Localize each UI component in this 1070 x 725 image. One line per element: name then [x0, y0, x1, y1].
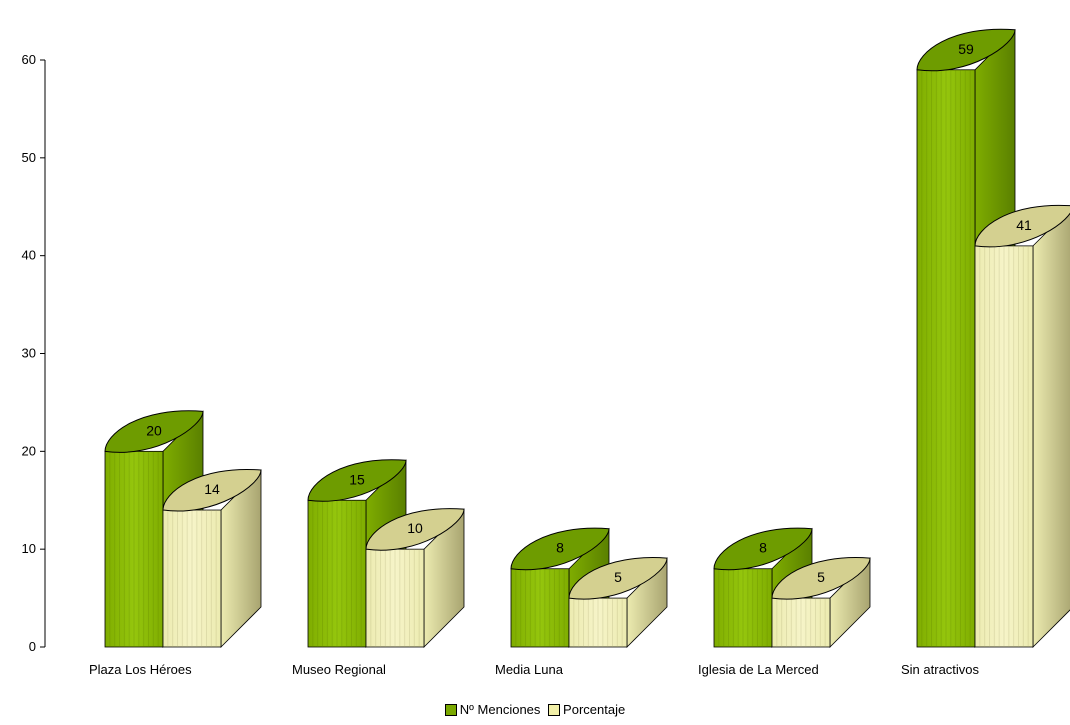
- legend: Nº Menciones Porcentaje: [0, 702, 1070, 719]
- data-label: 5: [817, 569, 825, 585]
- data-label: 15: [349, 471, 365, 487]
- legend-swatch-menciones: [444, 703, 457, 716]
- bar-top: [307, 459, 407, 502]
- bar-front: [916, 69, 976, 648]
- legend-item-porcentaje: Porcentaje: [548, 702, 625, 717]
- bar-side: [1032, 208, 1070, 648]
- bar-top: [916, 28, 1016, 72]
- data-label: 59: [958, 41, 974, 57]
- bar-top: [104, 410, 204, 453]
- y-tick-label: 30: [22, 346, 36, 361]
- data-label: 41: [1016, 217, 1032, 233]
- bar-porcentaje-1: [365, 508, 465, 648]
- legend-label-menciones: Nº Menciones: [459, 702, 541, 717]
- bar-top: [771, 557, 871, 600]
- bar-porcentaje-3: [771, 557, 871, 648]
- bar-front: [713, 568, 773, 648]
- bar-top: [365, 508, 465, 551]
- bar-front: [771, 597, 831, 648]
- category-label: Iglesia de La Merced: [698, 662, 819, 677]
- data-label: 8: [556, 540, 564, 556]
- legend-item-menciones: Nº Menciones: [444, 702, 541, 717]
- bars: [104, 28, 1070, 648]
- y-tick-label: 10: [22, 541, 36, 556]
- bar-top: [974, 204, 1070, 248]
- bar-front: [365, 548, 425, 648]
- bar-front: [104, 450, 164, 648]
- bar-front: [307, 499, 367, 648]
- bar-top: [713, 527, 813, 571]
- chart: 0 10 20 30 40 50 60 Plaza Los Héroes Museo Regio…: [22, 28, 1070, 677]
- data-label: 14: [204, 481, 220, 497]
- y-tick-label: 0: [29, 639, 36, 654]
- bar-front: [162, 509, 222, 648]
- data-label: 10: [407, 520, 423, 536]
- bar-porcentaje-2: [568, 557, 668, 648]
- bar-top: [162, 468, 262, 512]
- bar-top: [568, 557, 668, 600]
- data-label: 20: [146, 422, 162, 438]
- bar-front: [974, 245, 1034, 648]
- y-axis: 0 10 20 30 40 50 60 Plaza Los Héroes Museo Regio…: [22, 52, 980, 677]
- category-label: Museo Regional: [292, 662, 386, 677]
- y-tick-label: 60: [22, 52, 36, 67]
- y-tick-label: 20: [22, 443, 36, 458]
- legend-label-porcentaje: Porcentaje: [563, 702, 626, 717]
- bar-porcentaje-4: [974, 204, 1070, 648]
- category-label: Media Luna: [495, 662, 564, 677]
- bar-front: [510, 568, 570, 648]
- bar-front: [568, 597, 628, 648]
- data-label: 8: [759, 540, 767, 556]
- bar-porcentaje-0: [162, 468, 262, 648]
- legend-swatch-porcentaje: [548, 703, 561, 716]
- y-tick-label: 50: [22, 150, 36, 165]
- category-label: Plaza Los Héroes: [89, 662, 192, 677]
- data-label: 5: [614, 569, 622, 585]
- y-tick-label: 40: [22, 248, 36, 263]
- data-labels: 20 14 15 10 8 5 8 5 59 41: [146, 41, 1032, 585]
- category-label: Sin atractivos: [901, 662, 980, 677]
- bar-top: [510, 527, 610, 571]
